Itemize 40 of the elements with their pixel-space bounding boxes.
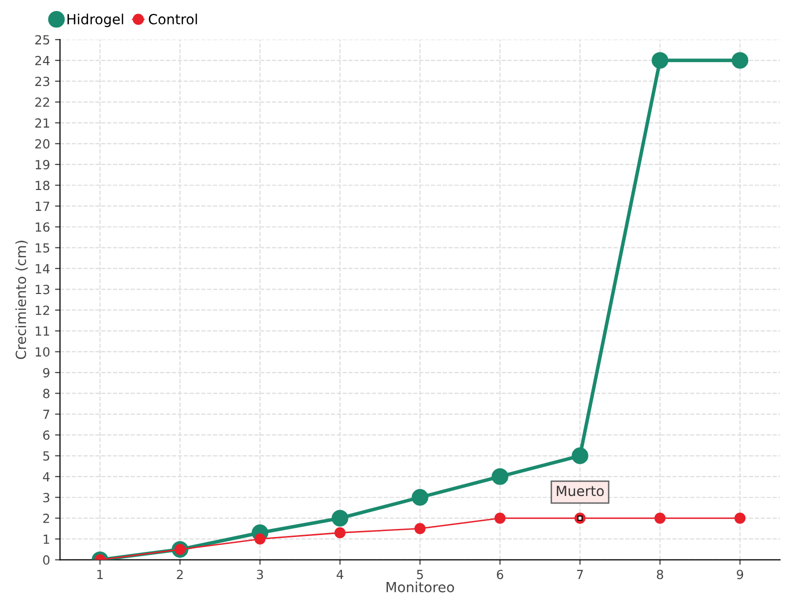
x-tick-label: 1 — [97, 570, 103, 580]
y-tick-label: 25 — [35, 35, 50, 45]
x-axis-title: Monitoreo — [386, 582, 454, 592]
y-tick-label: 0 — [43, 555, 50, 565]
y-tick-label: 6 — [43, 430, 50, 440]
y-tick-label: 3 — [43, 492, 50, 502]
y-tick-label: 2 — [43, 514, 50, 523]
y-tick-label: 5 — [43, 451, 50, 461]
y-tick-label: 21 — [35, 118, 50, 128]
y-tick-label: 15 — [36, 243, 50, 253]
y-tick-label: 18 — [36, 180, 50, 190]
y-tick-label: 7 — [43, 410, 50, 419]
y-tick-label: 14 — [36, 264, 50, 274]
y-tick-label: 20 — [35, 139, 50, 149]
x-tick-label: 7 — [577, 570, 583, 580]
x-tick-label: 4 — [336, 570, 344, 580]
y-tick-label: 24 — [35, 56, 50, 66]
legend-label: Hidrogel — [68, 14, 124, 28]
y-tick-label: 22 — [35, 97, 50, 107]
x-tick-label: 5 — [416, 570, 423, 580]
annotation: Muerto — [556, 486, 604, 496]
y-tick-label: 13 — [36, 284, 50, 294]
y-tick-label: 12 — [36, 306, 50, 315]
y-tick-label: 23 — [35, 76, 50, 86]
y-tick-label: 10 — [36, 347, 50, 357]
x-tick-label: 9 — [736, 570, 744, 580]
y-axis-title: Crecimiento (cm) — [15, 240, 28, 360]
x-tick-label: 3 — [256, 570, 263, 580]
x-tick-label: 6 — [496, 570, 504, 580]
y-tick-label: 1 — [44, 534, 50, 544]
x-tick-label: 8 — [656, 570, 664, 580]
y-tick-label: 11 — [36, 326, 50, 336]
legend-label: Control — [148, 14, 197, 24]
y-tick-label: 17 — [36, 202, 50, 211]
y-tick-label: 16 — [36, 222, 50, 232]
y-tick-label: 9 — [43, 368, 50, 378]
y-tick-label: 19 — [36, 160, 50, 170]
y-tick-label: 8 — [43, 388, 50, 398]
x-tick-label: 2 — [176, 570, 183, 580]
y-tick-label: 4 — [42, 472, 50, 482]
